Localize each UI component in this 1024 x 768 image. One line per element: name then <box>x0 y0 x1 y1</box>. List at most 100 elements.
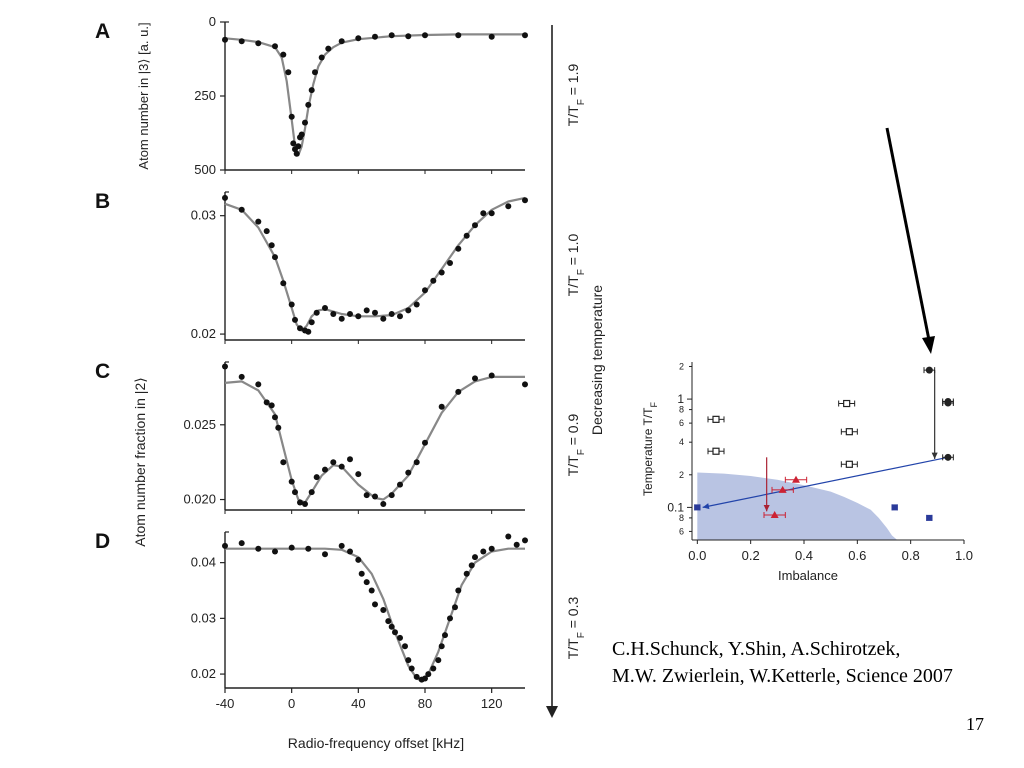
panel-A-data-point <box>280 51 287 58</box>
inset-data-point-open <box>712 447 720 455</box>
side-label-B-value: = 1.0 <box>565 234 581 270</box>
citation: C.H.Schunck, Y.Shin, A.Schirotzek, M.W. … <box>612 636 1012 690</box>
panel-B-data-point <box>297 325 303 332</box>
panel-A-data-point <box>372 33 378 40</box>
panel-C-data-point <box>488 372 495 379</box>
citation-line-2: M.W. Zwierlein, W.Ketterle, Science 2007 <box>612 665 953 687</box>
inset-x-tick-label: 0.0 <box>688 548 706 563</box>
panel-C-data-point <box>297 499 303 506</box>
panel-D-data-point <box>355 556 362 563</box>
panel-A-data-point <box>488 33 495 40</box>
panel-B-data-point <box>397 313 403 320</box>
panel-D-data-point <box>438 643 445 650</box>
panel-D-data-point <box>392 629 398 636</box>
panel-B-data-point <box>322 305 328 311</box>
panel-D-data-point <box>347 548 353 555</box>
panel-B-data-point <box>222 194 228 201</box>
inset-y-minor-tick-label: 2 <box>679 361 684 371</box>
panel-A-data-point <box>288 113 295 120</box>
panel-C-data-point <box>438 403 445 410</box>
side-label-B: T/TF = 1.0 <box>565 234 587 297</box>
panel-B-y-tick-label: 0.02 <box>191 326 216 341</box>
inset-y-minor-tick-label: 6 <box>679 418 684 428</box>
panel-C-label: C <box>95 360 110 383</box>
slide-number: 17 <box>966 714 984 734</box>
phase-diagram-inset: 0.0 0.2 0.4 0.6 0.8 1.0 0.1 1 6 8 2 4 6 8 2 Imbalance Te… <box>641 361 973 583</box>
panel-A-data-point <box>455 32 462 39</box>
panel-A-fit-curve <box>224 33 525 157</box>
panel-B-data-point <box>438 269 445 276</box>
temperature-labels: T/TF = 1.9T/TF = 1.0T/TF = 0.9T/TF = 0.3 <box>565 64 587 660</box>
panel-D-data-point <box>408 665 415 672</box>
inset-y-minor-tick-label: 6 <box>679 526 684 536</box>
panel-B-data-point <box>338 315 345 322</box>
panel-B-data-point <box>330 311 337 317</box>
panel-C-data-point <box>472 375 478 382</box>
panel-B-data-point <box>463 232 470 239</box>
panel-D-y-tick-label: 0.04 <box>191 555 216 570</box>
panel-C-data-point <box>238 373 245 380</box>
panel-D-data-point <box>288 544 295 551</box>
panel-B-data-point <box>380 315 387 322</box>
panel-A-data-point <box>388 32 395 39</box>
panel-D-data-point <box>397 634 403 641</box>
panel-A-y-tick-label: 250 <box>194 88 216 103</box>
panel-D-data-point <box>380 607 387 613</box>
panel-A-data-point <box>405 33 412 40</box>
inset-x-tick-label: 0.8 <box>902 548 920 563</box>
panel-B-data-point <box>405 307 412 314</box>
panel-A-data-point <box>293 150 300 157</box>
citation-line-1: C.H.Schunck, Y.Shin, A.Schirotzek, <box>612 638 901 660</box>
inset-y-minor-tick-label: 4 <box>679 437 684 447</box>
decreasing-temperature-label: Decreasing temperature <box>589 285 605 435</box>
panel-B-data-point <box>388 311 395 317</box>
panel-D-data-point <box>425 671 432 678</box>
inset-x-tick-label: 0.4 <box>795 548 813 563</box>
panel-A-data-point <box>290 140 297 147</box>
panel-C-data-point <box>347 456 353 463</box>
inset-y-minor-tick-label: 8 <box>679 513 684 523</box>
panel-B: B 0.02 0.03 <box>95 190 528 344</box>
inset-arrowhead <box>763 505 770 512</box>
panel-B-data-point <box>288 301 295 308</box>
panel-C-data-point <box>405 469 412 476</box>
inset-y-minor-tick-label: 8 <box>679 405 684 415</box>
panel-A-data-point <box>522 32 528 39</box>
panel-D-data-point <box>238 540 245 547</box>
inset-y-major-tick-label: 1 <box>677 392 684 406</box>
inset-x-tick-label: 0.2 <box>742 548 760 563</box>
panel-D-data-point <box>452 604 458 611</box>
panel-C-data-point <box>222 363 228 370</box>
panel-A-data-point <box>295 143 302 150</box>
panel-B-data-point <box>455 245 462 252</box>
panel-B-data-point <box>272 254 278 261</box>
side-label-C-value: = 0.9 <box>565 414 581 450</box>
panel-A-y-tick-label: 500 <box>194 162 216 177</box>
panel-A-data-point <box>272 43 278 50</box>
temperature-axis-arrowhead <box>546 706 558 718</box>
inset-data-point-open <box>712 415 720 423</box>
inset-data-point-blue <box>694 504 701 511</box>
panel-A-data-point <box>338 38 345 45</box>
inset-data-point-blue <box>891 504 898 511</box>
inset-y-major-tick-label: 0.1 <box>667 500 684 514</box>
panel-A-y-axis-label: Atom number in |3⟩ [a. u.] <box>136 22 151 169</box>
inset-data-point-red <box>778 485 787 493</box>
panel-D-x-tick-label: 80 <box>418 696 432 711</box>
panel-D-data-point <box>358 570 365 577</box>
panel-D-data-point <box>522 537 528 544</box>
panel-C-data-point <box>313 474 320 481</box>
panel-B-data-point <box>372 309 378 316</box>
side-label-A-subscript: F <box>576 99 587 105</box>
panel-A-data-point <box>355 35 362 42</box>
panel-B-data-point <box>280 280 287 287</box>
panel-C-data-point <box>380 501 387 507</box>
panel-D-data-point <box>422 675 428 682</box>
temperature-axis: Decreasing temperature <box>546 25 605 718</box>
panel-D-data-point <box>255 545 262 552</box>
panel-D-data-point <box>505 533 512 540</box>
side-label-A-text: T/T <box>565 105 581 126</box>
panel-D-label: D <box>95 530 110 553</box>
